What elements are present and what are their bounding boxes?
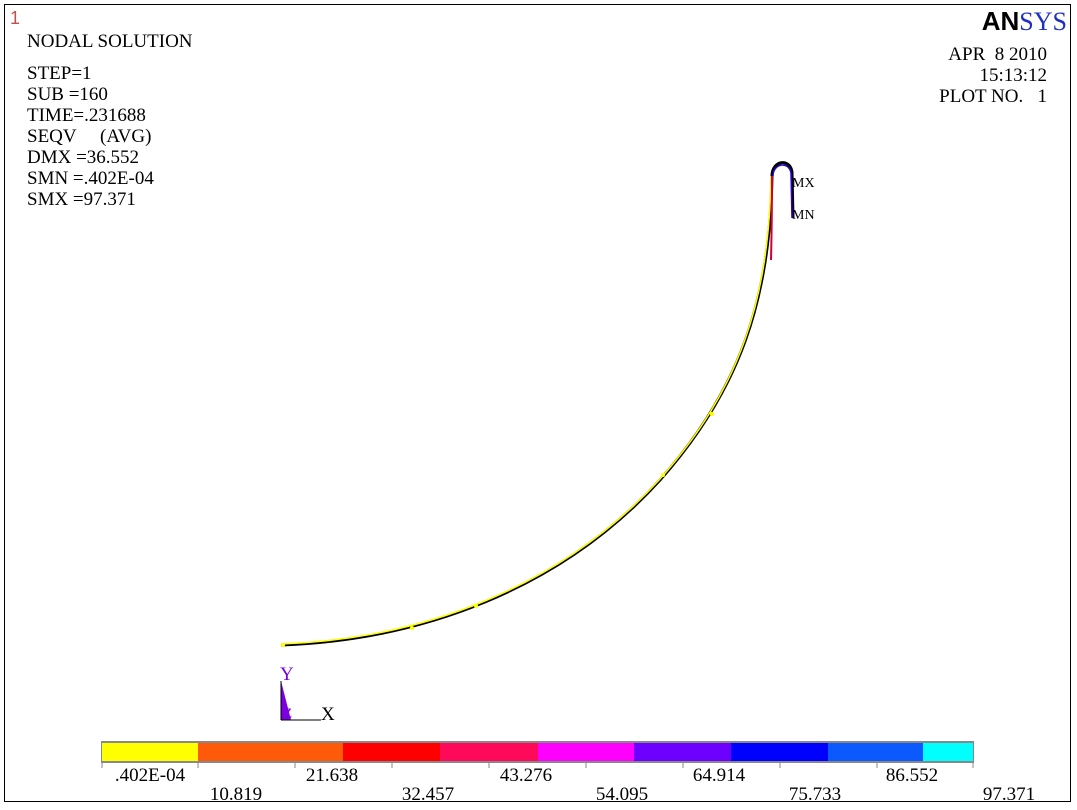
- hook-contour: [772, 164, 793, 219]
- legend-label-top: 21.638: [305, 765, 359, 786]
- triad-x-label: X: [321, 704, 335, 725]
- legend-label-top: .402E-04: [114, 765, 186, 786]
- legend-swatch: [923, 743, 973, 761]
- info-dmx: DMX =36.552: [27, 147, 140, 168]
- legend-label-bottom: 97.371: [982, 784, 1036, 805]
- logo-part-sys: SYS: [1019, 7, 1067, 36]
- info-smn: SMN =.402E-04: [27, 168, 154, 189]
- node-marker: [410, 626, 414, 630]
- ansys-logo: ANSYS: [982, 6, 1067, 37]
- triad-z-label: Z: [283, 706, 293, 722]
- legend-swatch: [198, 743, 343, 761]
- info-seqv: SEQV (AVG): [27, 126, 152, 147]
- triad-y-arrow: [281, 681, 291, 720]
- node-marker: [474, 604, 478, 608]
- legend-label-bottom: 32.457: [401, 784, 455, 805]
- legend-swatch: [440, 743, 538, 761]
- legend-label-top: 86.552: [885, 765, 939, 786]
- stamp-date: APR 8 2010: [948, 44, 1047, 65]
- legend-label-top: 64.914: [692, 765, 746, 786]
- node-marker: [281, 643, 285, 647]
- info-smx: SMX =97.371: [27, 189, 136, 210]
- shell-contour: [280, 175, 772, 645]
- info-step: STEP=1: [27, 63, 92, 84]
- info-sub: SUB =160: [27, 84, 108, 105]
- shell-tip-contour: [770, 174, 773, 261]
- logo-part-an: AN: [981, 6, 1020, 36]
- stamp-time: 15:13:12: [979, 65, 1047, 86]
- legend-bar: [101, 741, 974, 768]
- legend-label-top: 43.276: [499, 765, 553, 786]
- info-title: NODAL SOLUTION: [27, 31, 193, 52]
- legend-swatch: [634, 743, 731, 761]
- node-marker: [710, 412, 714, 416]
- legend-swatch: [102, 743, 198, 761]
- node-marker: [661, 473, 665, 477]
- legend-label-bottom: 54.095: [595, 784, 649, 805]
- legend-swatch: [828, 743, 923, 761]
- legend-label-bottom: 10.819: [209, 784, 263, 805]
- triad-y-label: Y: [280, 664, 294, 685]
- legend-swatch: [538, 743, 634, 761]
- info-time: TIME=.231688: [27, 105, 146, 126]
- plot-frame: [4, 4, 1071, 802]
- max-marker: MX: [792, 176, 815, 191]
- legend-swatch: [343, 743, 440, 761]
- min-marker: MN: [792, 208, 815, 223]
- stamp-plot-number: PLOT NO. 1: [939, 86, 1047, 107]
- shell-outline: [280, 174, 774, 647]
- legend-swatch: [731, 743, 828, 761]
- legend-label-bottom: 75.733: [788, 784, 842, 805]
- window-number: 1: [10, 8, 21, 28]
- hook-outline: [770, 161, 795, 219]
